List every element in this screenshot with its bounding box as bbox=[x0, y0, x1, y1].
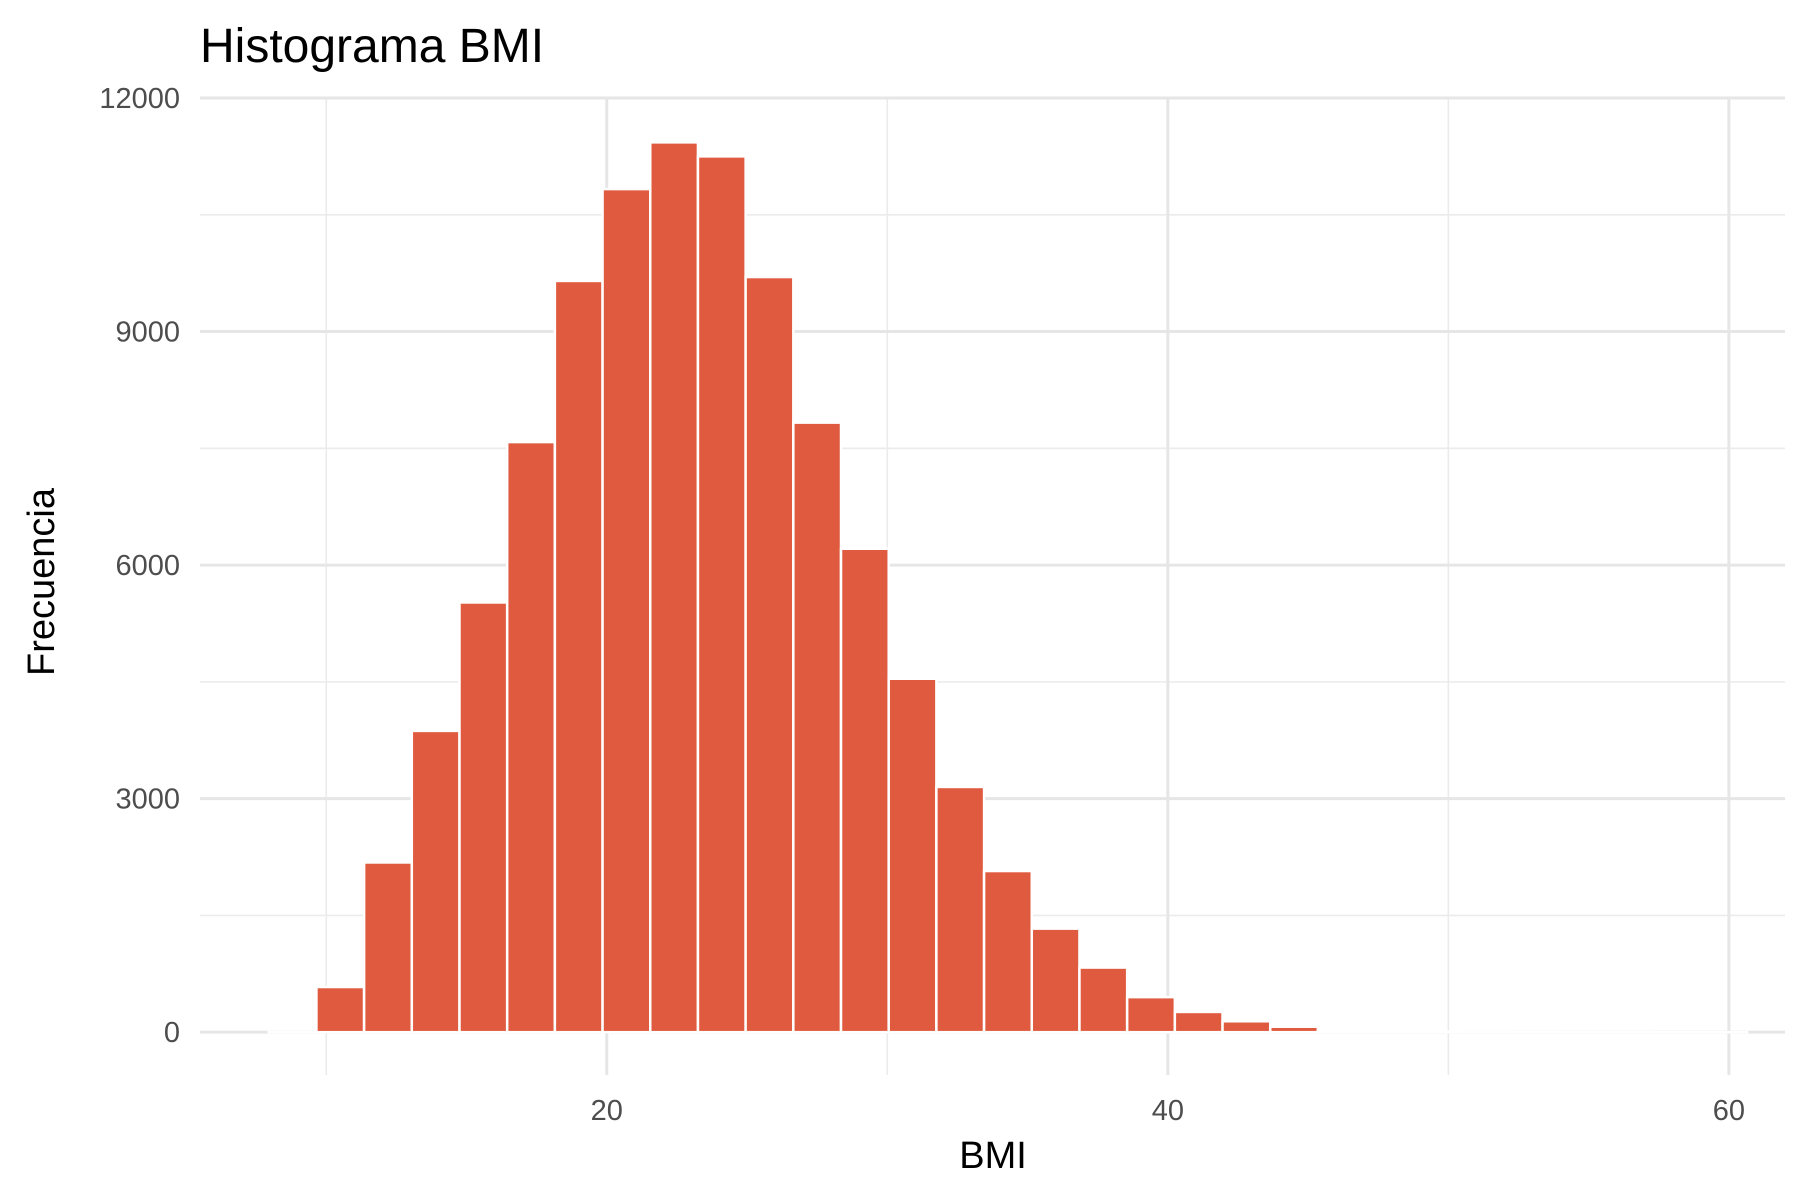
histogram-bar bbox=[601, 187, 652, 1034]
chart-title: Histograma BMI bbox=[200, 20, 544, 73]
histogram-bar bbox=[1364, 1029, 1415, 1034]
histogram-bar bbox=[935, 785, 986, 1034]
histogram-bar bbox=[696, 155, 747, 1034]
x-tick-label: 60 bbox=[1713, 1095, 1745, 1127]
histogram-bar bbox=[887, 677, 938, 1034]
histogram-bar bbox=[839, 547, 890, 1034]
histogram-bar bbox=[982, 869, 1034, 1034]
histogram-bar bbox=[1221, 1020, 1272, 1034]
histogram-bar bbox=[1268, 1025, 1320, 1034]
x-tick-label: 40 bbox=[1152, 1095, 1184, 1127]
histogram-bar bbox=[1173, 1010, 1224, 1034]
histogram-bar bbox=[458, 601, 509, 1034]
histogram-bar bbox=[649, 141, 700, 1034]
histogram-bar bbox=[505, 440, 557, 1034]
histogram-bar bbox=[792, 421, 843, 1034]
y-tick-label: 9000 bbox=[115, 317, 180, 349]
x-tick-label: 20 bbox=[591, 1095, 623, 1127]
histogram-bar bbox=[744, 275, 795, 1034]
histogram-bar bbox=[553, 279, 604, 1034]
x-axis-title: BMI bbox=[959, 1135, 1027, 1177]
tick-labels-layer: 20 40 60 0 3000 6000 9000 12000 bbox=[99, 83, 1745, 1127]
histogram-bar bbox=[362, 861, 414, 1034]
y-tick-label: 0 bbox=[164, 1017, 180, 1049]
histogram-bar bbox=[1030, 927, 1081, 1034]
bars-layer bbox=[267, 141, 1749, 1034]
histogram-bar bbox=[1316, 1028, 1367, 1034]
histogram-bar bbox=[1078, 966, 1129, 1034]
y-tick-label: 6000 bbox=[115, 550, 180, 582]
histogram-bar bbox=[1125, 995, 1177, 1034]
y-tick-label: 12000 bbox=[99, 83, 180, 115]
histogram-bar bbox=[315, 985, 366, 1034]
y-axis-title: Frecuencia bbox=[21, 487, 63, 676]
y-tick-label: 3000 bbox=[115, 784, 180, 816]
histogram-bar bbox=[410, 729, 461, 1034]
